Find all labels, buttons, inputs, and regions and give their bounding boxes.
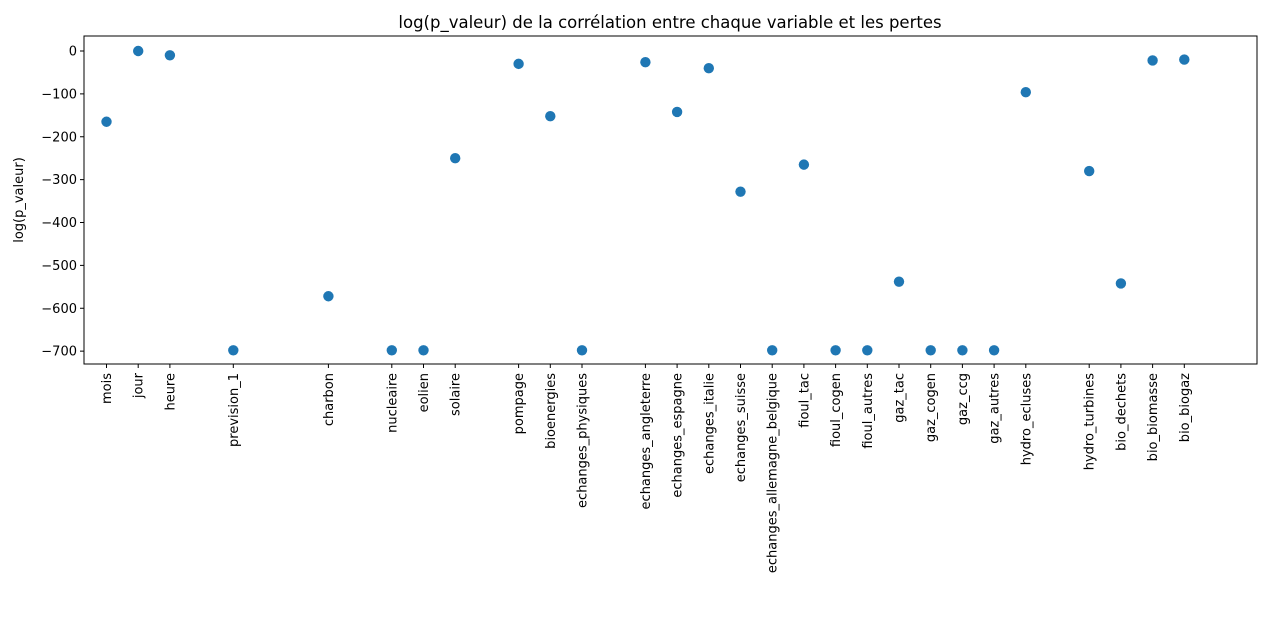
x-tick-label: mois [100,373,115,404]
data-point-gaz-cogen [925,345,936,356]
x-axis: mois jour heure prevision_1 charbon nucleaire… [100,364,1193,573]
x-tick-label: fioul_cogen [829,373,844,447]
data-point-bio-biogaz [1179,54,1190,65]
data-point-heure [164,50,176,61]
data-point-fioul-cogen [830,345,841,356]
data-point-gaz-tac [893,276,905,287]
x-tick-label: echanges_suisse [734,373,749,482]
x-tick-label: fioul_autres [861,373,876,449]
data-point-charbon [323,291,334,302]
data-points [101,45,1190,356]
x-tick-label: bio_biomasse [1146,373,1161,461]
data-point-echanges-italie [703,62,714,74]
y-tick-label: −400 [41,216,77,231]
data-point-jour [133,45,144,57]
y-tick-label: −200 [41,130,77,145]
data-point-bioenergies [545,110,556,122]
x-tick-label: gaz_autres [988,373,1003,444]
y-tick-label: −500 [41,259,77,274]
y-tick-label: −300 [41,173,77,188]
x-tick-label: pompage [512,373,527,434]
x-tick-label: gaz_cogen [924,373,939,442]
x-tick-label: echanges_espagne [671,373,686,498]
plot-area-frame [83,35,1258,365]
y-tick-label: 0 [69,45,77,60]
data-point-hydro-turbines [1084,165,1095,177]
x-tick-label: heure [163,373,178,411]
data-point-gaz-ccg [957,345,968,356]
y-tick-label: −100 [41,87,77,102]
x-tick-label: jour [132,372,147,399]
x-tick-label: gaz_tac [893,373,908,423]
data-point-echanges-angleterre [640,56,651,68]
data-point-echanges-physiques [576,345,588,356]
y-axis-label: log(p_valeur) [12,157,27,243]
x-tick-label: bioenergies [544,373,559,449]
x-tick-label: echanges_italie [702,373,717,474]
y-axis: 0 −100 −200 −300 −400 −500 −600 −700 [41,45,84,360]
data-point-fioul-tac [798,159,810,170]
data-point-hydro-ecluses [1020,86,1031,98]
x-tick-label: hydro_turbines [1083,373,1098,470]
data-point-eolien [418,345,429,356]
x-tick-label: fioul_tac [797,373,812,428]
data-point-echanges-allemagne-belgique [767,345,778,356]
data-point-echanges-suisse [735,186,746,197]
data-point-prevision-1 [228,345,239,356]
data-point-bio-biomasse [1147,55,1158,66]
x-tick-label: prevision_1 [227,373,242,447]
x-tick-label: eolien [417,373,432,412]
x-tick-label: echanges_allemagne_belgique [766,373,781,573]
data-point-bio-dechets [1115,278,1127,289]
chart-title: log(p_valeur) de la corrélation entre ch… [398,13,941,33]
x-tick-label: charbon [322,373,337,426]
data-point-fioul-autres [862,345,873,356]
data-point-nucleaire [386,345,397,356]
data-point-solaire [450,152,461,164]
x-tick-label: nucleaire [385,373,400,433]
data-point-mois [101,116,112,127]
y-tick-label: −700 [41,345,77,360]
data-point-gaz-autres [988,345,1000,356]
x-tick-label: bio_dechets [1114,373,1129,451]
x-tick-label: echanges_angleterre [639,373,654,509]
y-tick-label: −600 [41,302,77,317]
x-tick-label: gaz_ccg [956,373,971,425]
data-point-pompage [513,58,524,70]
x-tick-label: hydro_ecluses [1019,373,1034,465]
data-point-echanges-espagne [671,106,683,118]
x-tick-label: echanges_physiques [576,373,591,508]
x-tick-label: solaire [449,373,464,416]
x-tick-label: bio_biogaz [1178,373,1193,442]
